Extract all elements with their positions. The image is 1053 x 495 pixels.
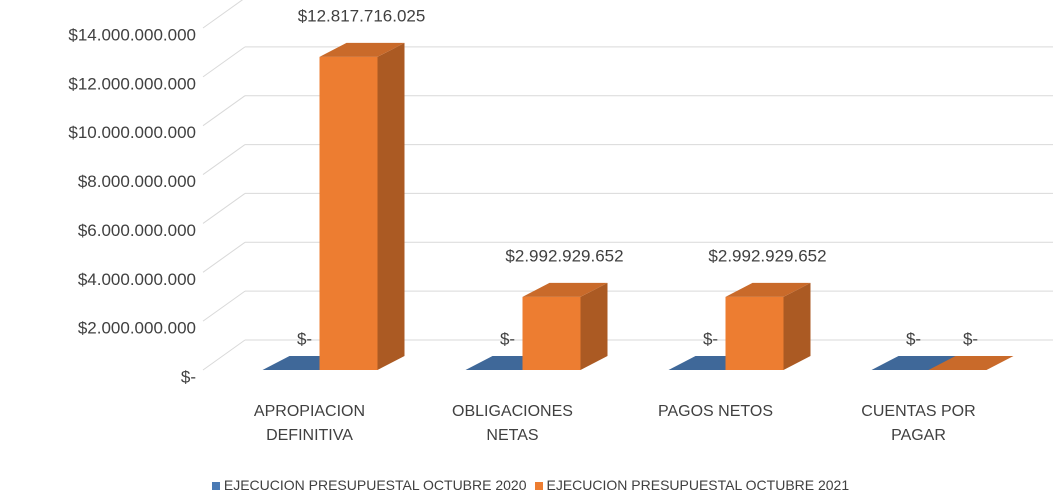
grid-line [202, 46, 246, 78]
legend-swatch [534, 482, 543, 490]
bar-top [522, 282, 608, 297]
y-tick-label: $12.000.000.000 [68, 74, 196, 93]
bar-side [783, 282, 811, 370]
grid-line [202, 95, 246, 127]
grid-line [202, 144, 246, 175]
data-label: $- [703, 329, 718, 348]
bar-top [725, 282, 811, 297]
y-tick-label: $2.000.000.000 [78, 319, 196, 338]
y-tick-label: $4.000.000.000 [78, 270, 196, 289]
y-tick-label: $8.000.000.000 [78, 172, 196, 191]
data-label: $2.992.929.652 [708, 246, 826, 265]
grid-line [202, 290, 246, 322]
bar [319, 42, 405, 371]
data-label: $12.817.716.025 [298, 6, 426, 25]
legend: EJECUCION PRESUPUESTAL OCTUBRE 2020 EJECU… [0, 477, 1053, 493]
bar [522, 282, 608, 370]
data-label: $- [906, 329, 921, 348]
bar-side [580, 282, 608, 370]
bar [928, 356, 1014, 370]
bar-top [319, 42, 405, 57]
data-label: $- [500, 329, 515, 348]
y-tick-label: $- [181, 367, 196, 386]
y-tick-label: $10.000.000.000 [68, 123, 196, 142]
data-label: $- [963, 329, 978, 348]
legend-label: EJECUCION PRESUPUESTAL OCTUBRE 2021 [546, 477, 850, 493]
y-tick-label: $6.000.000.000 [78, 221, 196, 240]
data-label: $2.992.929.652 [505, 246, 623, 265]
x-tick-label: PAGOS NETOS [658, 403, 773, 420]
x-tick-label: CUENTAS POR PAGAR [861, 403, 976, 444]
bar-front [319, 56, 378, 371]
grid-line [202, 241, 246, 273]
x-tick-label: APROPIACION DEFINITIVA [253, 403, 366, 444]
bar [725, 282, 811, 370]
y-tick-label: $14.000.000.000 [68, 25, 196, 44]
grid-line [202, 193, 246, 224]
legend-swatch [211, 482, 220, 490]
data-label: $- [297, 329, 312, 348]
bar-front [522, 296, 581, 370]
bar-front [725, 296, 784, 370]
x-tick-label: OBLIGACIONES NETAS [452, 403, 573, 444]
legend-label: EJECUCION PRESUPUESTAL OCTUBRE 2020 [223, 477, 527, 493]
grid-line [202, 339, 246, 371]
bar-side [377, 42, 405, 371]
bar-top [928, 356, 1014, 370]
grid-line [202, 0, 244, 29]
